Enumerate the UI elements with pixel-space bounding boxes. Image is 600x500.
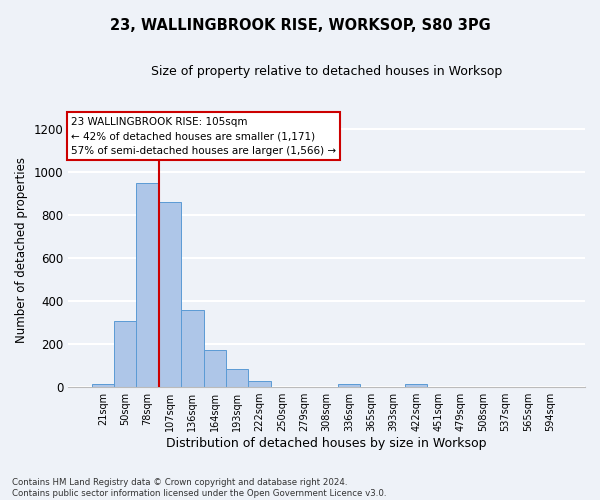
Bar [92,384,114,387]
Bar [405,384,427,387]
X-axis label: Distribution of detached houses by size in Worksop: Distribution of detached houses by size … [166,437,487,450]
Text: 23, WALLINGBROOK RISE, WORKSOP, S80 3PG: 23, WALLINGBROOK RISE, WORKSOP, S80 3PG [110,18,490,32]
Bar [338,384,360,387]
Title: Size of property relative to detached houses in Worksop: Size of property relative to detached ho… [151,65,502,78]
Bar [136,182,159,387]
Bar [203,350,226,387]
Bar [159,202,181,387]
Bar [248,380,271,387]
Bar [181,310,203,387]
Text: 23 WALLINGBROOK RISE: 105sqm
← 42% of detached houses are smaller (1,171)
57% of: 23 WALLINGBROOK RISE: 105sqm ← 42% of de… [71,116,336,156]
Y-axis label: Number of detached properties: Number of detached properties [15,158,28,344]
Bar [226,369,248,387]
Bar [114,322,136,387]
Text: Contains HM Land Registry data © Crown copyright and database right 2024.
Contai: Contains HM Land Registry data © Crown c… [12,478,386,498]
